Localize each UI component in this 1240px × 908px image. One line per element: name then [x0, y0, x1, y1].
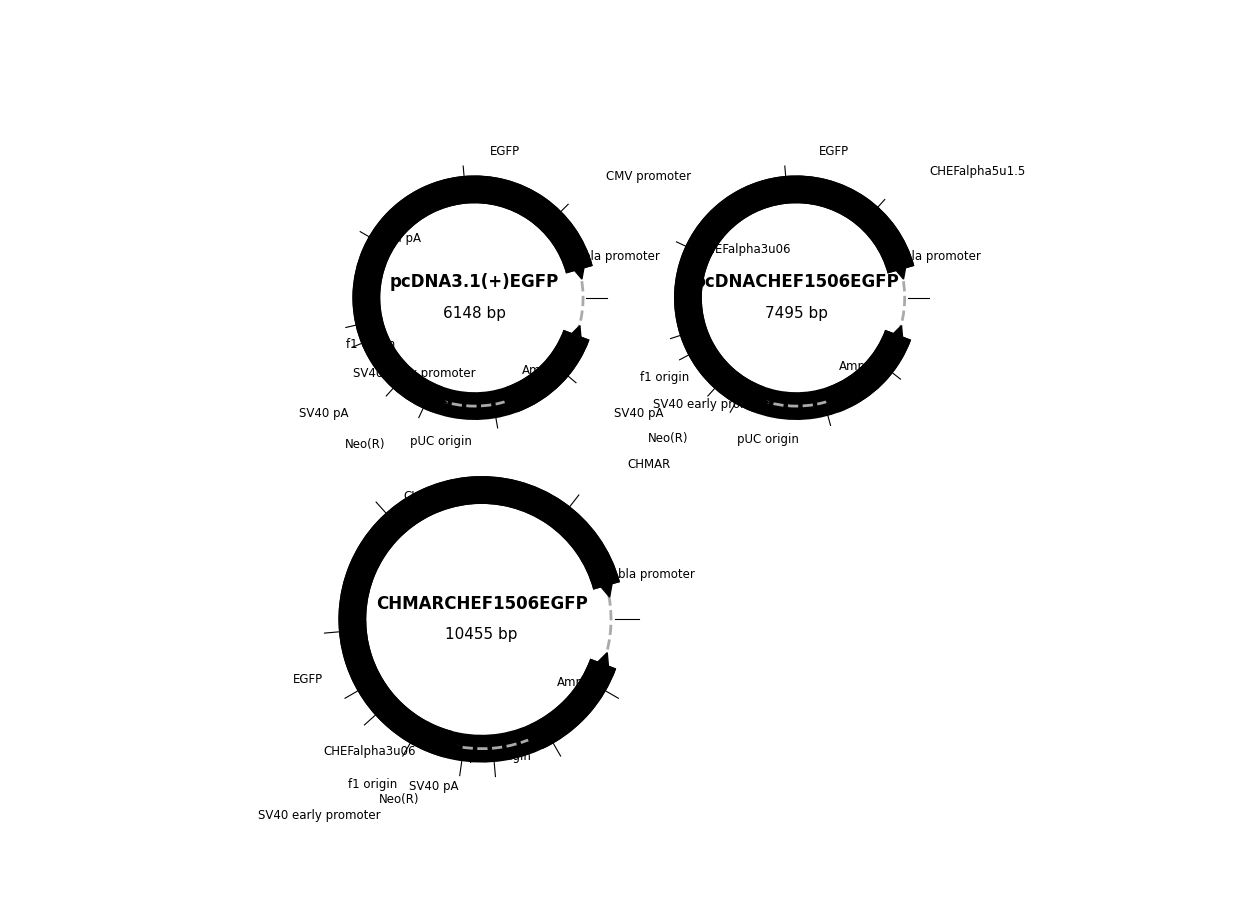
Text: SV40 early promoter: SV40 early promoter	[653, 398, 776, 411]
Text: CHEFalpha5u1.5: CHEFalpha5u1.5	[929, 165, 1025, 178]
Polygon shape	[429, 390, 446, 405]
Text: pUC origin: pUC origin	[410, 435, 472, 449]
Text: f1 origin: f1 origin	[346, 338, 396, 351]
Text: CHEFalpha3u06: CHEFalpha3u06	[324, 745, 415, 758]
Polygon shape	[438, 733, 460, 751]
Text: pcDNA3.1(+)EGFP: pcDNA3.1(+)EGFP	[391, 273, 559, 291]
Text: 7495 bp: 7495 bp	[765, 306, 828, 321]
Polygon shape	[378, 697, 398, 718]
Text: pUC origin: pUC origin	[738, 432, 800, 446]
Text: CMV promoter: CMV promoter	[606, 171, 691, 183]
Polygon shape	[694, 335, 708, 353]
Text: BGH pA: BGH pA	[376, 232, 420, 245]
Polygon shape	[372, 335, 387, 353]
Polygon shape	[570, 262, 585, 279]
Text: bla promoter: bla promoter	[583, 250, 660, 262]
Text: SV40 pA: SV40 pA	[299, 407, 348, 419]
Text: bla promoter: bla promoter	[904, 250, 981, 262]
Text: SV40 early promoter: SV40 early promoter	[353, 367, 476, 380]
Polygon shape	[889, 326, 903, 344]
Text: SV40 pA: SV40 pA	[409, 780, 459, 793]
Text: f1 origin: f1 origin	[640, 370, 688, 384]
Text: CHEFalpha3u06: CHEFalpha3u06	[698, 243, 791, 256]
Text: CHMAR: CHMAR	[627, 458, 671, 470]
Text: EGFP: EGFP	[293, 673, 322, 686]
Text: Amp(R): Amp(R)	[839, 360, 884, 373]
Text: EGFP: EGFP	[818, 145, 848, 159]
Polygon shape	[825, 395, 842, 410]
Polygon shape	[347, 635, 366, 656]
Polygon shape	[525, 732, 547, 748]
Polygon shape	[591, 653, 609, 675]
Polygon shape	[367, 243, 381, 262]
Text: pUC origin: pUC origin	[469, 750, 531, 763]
Text: Neo(R): Neo(R)	[345, 438, 384, 450]
Polygon shape	[378, 519, 398, 540]
Text: f1 origin: f1 origin	[348, 778, 398, 791]
Polygon shape	[458, 183, 475, 198]
Polygon shape	[595, 576, 614, 597]
Text: SV40 early promoter: SV40 early promoter	[258, 809, 381, 822]
Text: bla promoter: bla promoter	[618, 568, 694, 581]
Polygon shape	[692, 235, 707, 253]
Text: Amp(R): Amp(R)	[557, 676, 601, 688]
Text: pcDNACHEF1506EGFP: pcDNACHEF1506EGFP	[693, 273, 899, 291]
Polygon shape	[567, 326, 582, 344]
Text: SV40 pA: SV40 pA	[614, 407, 663, 419]
Text: Neo(R): Neo(R)	[378, 793, 419, 805]
Text: Neo(R): Neo(R)	[647, 432, 688, 445]
Text: CHEFalpha5u1.5: CHEFalpha5u1.5	[403, 490, 500, 503]
Polygon shape	[750, 390, 769, 405]
Polygon shape	[780, 183, 796, 198]
Polygon shape	[892, 262, 906, 279]
Text: 6148 bp: 6148 bp	[443, 306, 506, 321]
Polygon shape	[502, 395, 521, 410]
Text: 10455 bp: 10455 bp	[445, 627, 518, 642]
Text: EGFP: EGFP	[490, 145, 520, 159]
Text: CHMARCHEF1506EGFP: CHMARCHEF1506EGFP	[376, 595, 588, 613]
Text: Amp(R): Amp(R)	[521, 364, 565, 378]
